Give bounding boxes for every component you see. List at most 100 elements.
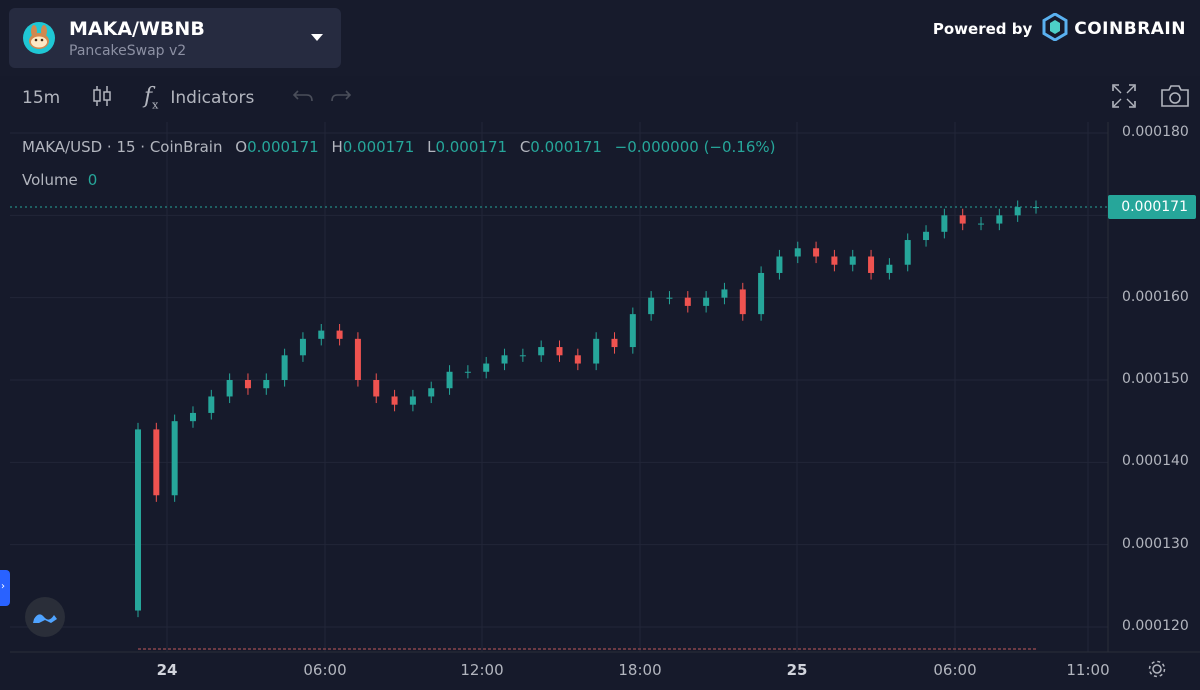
candle — [941, 215, 948, 232]
legend-change: −0.000000 (−0.16%) — [614, 138, 776, 156]
legend-open-label: O — [235, 138, 248, 156]
candle — [373, 380, 380, 397]
legend-open: 0.000171 — [247, 138, 319, 156]
legend-high: 0.000171 — [342, 138, 415, 156]
fullscreen-icon — [1111, 83, 1137, 114]
chart-toolbar: 15m fx Indicators — [0, 76, 1200, 120]
screenshot-button[interactable] — [1160, 76, 1190, 120]
candle — [776, 256, 783, 273]
time-tick: 24 — [156, 661, 178, 679]
interval-button[interactable]: 15m — [22, 76, 60, 120]
legend-close-label: C — [519, 138, 531, 156]
undo-icon — [292, 87, 314, 110]
powered-by[interactable]: Powered by COINBRAIN — [932, 12, 1186, 45]
candle — [794, 248, 801, 257]
price-tick: 0.000180 — [1122, 124, 1189, 140]
last-price-tag: 0.000171 — [1108, 195, 1196, 219]
redo-icon — [330, 87, 352, 110]
undo-button[interactable] — [292, 76, 314, 120]
indicators-button[interactable]: fx Indicators — [144, 76, 254, 120]
candlestick-icon — [91, 84, 113, 113]
candle — [281, 355, 288, 380]
tradingview-icon — [25, 614, 65, 641]
candle — [978, 223, 985, 225]
chart-type-button[interactable] — [91, 76, 113, 120]
price-tick: 0.000160 — [1122, 288, 1189, 305]
candle — [868, 256, 875, 273]
legend-close: 0.000171 — [530, 138, 602, 156]
time-tick: 06:00 — [303, 661, 347, 679]
candle — [574, 355, 581, 364]
gear-icon — [1146, 660, 1168, 684]
candle — [483, 363, 490, 372]
legend-low: 0.000171 — [435, 138, 508, 156]
fullscreen-button[interactable] — [1111, 76, 1137, 120]
brand-name: COINBRAIN — [1074, 19, 1186, 39]
candle — [354, 338, 361, 380]
candle — [959, 215, 966, 224]
candle — [263, 380, 270, 389]
pancakeswap-logo-icon — [23, 22, 55, 54]
legend-low-label: L — [427, 138, 436, 156]
legend-high-label: H — [331, 138, 343, 156]
candle — [1014, 207, 1021, 216]
candle — [538, 347, 545, 356]
camera-icon — [1160, 84, 1190, 113]
candle — [886, 264, 893, 273]
candle — [611, 338, 618, 348]
candle — [629, 314, 636, 348]
candle — [464, 371, 471, 373]
candle — [135, 429, 141, 611]
volume-value: 0 — [87, 171, 98, 189]
candle — [428, 388, 435, 397]
coinbrain-logo-icon — [1042, 12, 1068, 45]
price-tick: 0.000140 — [1122, 453, 1189, 470]
top-bar: MAKA/WBNB PancakeSwap v2 Powered by COIN… — [0, 0, 1200, 76]
price-tick: 0.000120 — [1122, 618, 1189, 634]
candle — [189, 412, 196, 422]
settings-button[interactable] — [1146, 658, 1168, 684]
time-tick: 18:00 — [618, 661, 662, 679]
candle — [409, 396, 416, 405]
pair-selector[interactable]: MAKA/WBNB PancakeSwap v2 — [9, 8, 341, 68]
candle — [593, 338, 600, 364]
volume-legend: Volume 0 — [22, 171, 97, 189]
candle — [299, 338, 306, 356]
candle — [171, 421, 178, 496]
candle — [831, 256, 838, 265]
candle — [721, 289, 728, 298]
candle — [1033, 207, 1039, 209]
price-tick: 0.000150 — [1122, 371, 1189, 387]
indicators-label: Indicators — [170, 88, 255, 108]
candle — [336, 330, 343, 339]
chevron-right-icon: › — [1, 581, 5, 592]
redo-button[interactable] — [330, 76, 352, 120]
time-tick: 06:00 — [933, 661, 977, 679]
time-tick: 25 — [786, 661, 808, 679]
candle — [501, 355, 508, 364]
ohlc-legend: MAKA/USD · 15 · CoinBrain O0.000171 H0.0… — [22, 138, 776, 156]
candle — [556, 347, 563, 356]
candle — [996, 215, 1003, 224]
candle — [153, 429, 160, 496]
candle — [244, 380, 251, 389]
time-tick: 11:00 — [1066, 661, 1110, 679]
chevron-down-icon[interactable] — [311, 34, 323, 41]
candles — [135, 200, 1039, 650]
candle — [904, 240, 911, 265]
time-tick: 12:00 — [460, 661, 504, 679]
candle — [666, 297, 673, 299]
candle — [391, 396, 398, 405]
volume-label: Volume — [22, 171, 78, 189]
candle — [684, 297, 691, 306]
price-tick: 0.000130 — [1122, 535, 1189, 552]
candle — [226, 380, 233, 397]
candle — [739, 289, 746, 315]
side-panel-toggle[interactable]: › — [0, 570, 10, 606]
legend-symbol: MAKA/USD · 15 · CoinBrain — [22, 138, 223, 156]
chart-grid — [10, 122, 1108, 652]
interval-label: 15m — [22, 88, 61, 108]
powered-by-label: Powered by — [932, 20, 1033, 38]
tradingview-logo[interactable] — [25, 597, 65, 637]
